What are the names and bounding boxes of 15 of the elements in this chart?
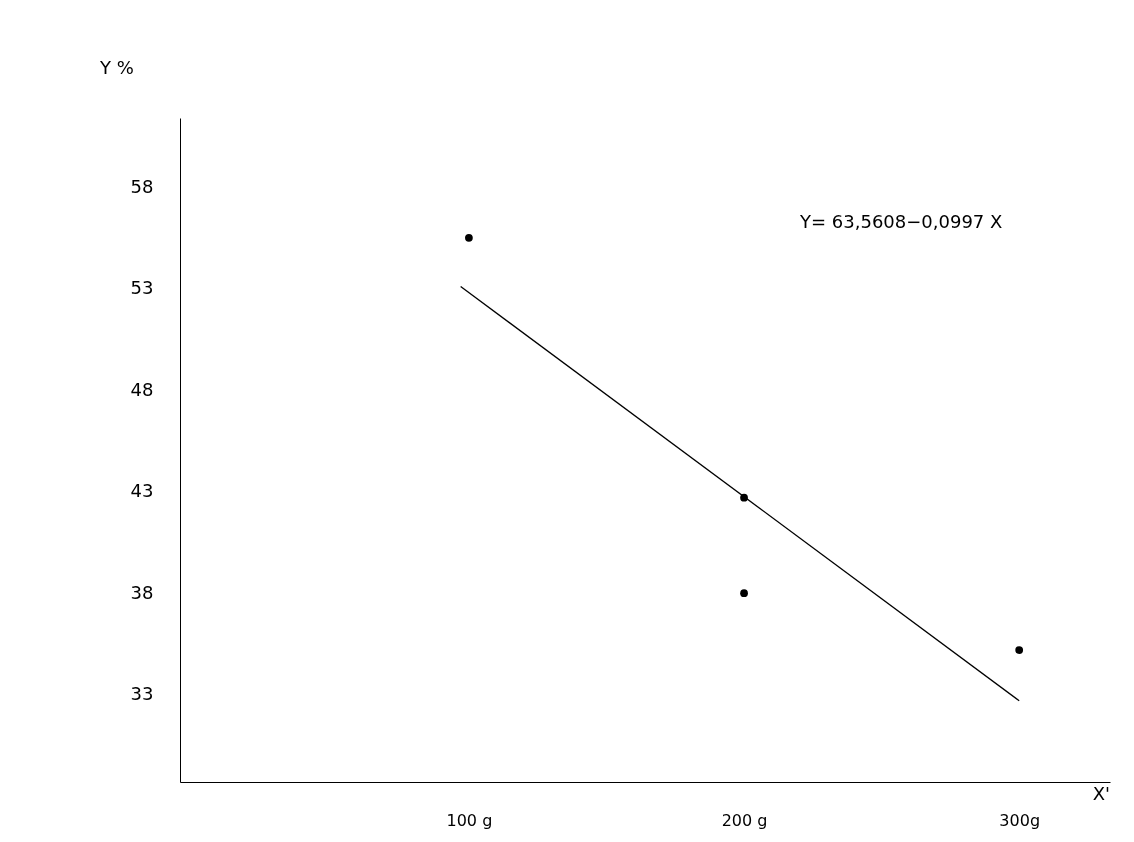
y-tick-label: 33 xyxy=(130,683,154,705)
x-axis-title: X' xyxy=(1092,783,1110,804)
point xyxy=(1015,646,1024,654)
annotation: Y= 63,5608−0,0997 X xyxy=(799,211,1003,232)
point xyxy=(740,589,748,598)
y-tick-label: 58 xyxy=(130,175,154,197)
x-tick-label: 200 g xyxy=(721,810,768,830)
x-tick-label: 300g xyxy=(999,810,1041,830)
y-tick-label: 38 xyxy=(130,581,154,603)
y-tick-label: 43 xyxy=(130,480,154,502)
y-tick-label: 48 xyxy=(130,378,154,400)
y-tick-label: 53 xyxy=(130,277,154,299)
point xyxy=(465,233,473,242)
x-tick-label: 100 g xyxy=(446,810,493,830)
y-axis-title: Y % xyxy=(99,57,134,78)
